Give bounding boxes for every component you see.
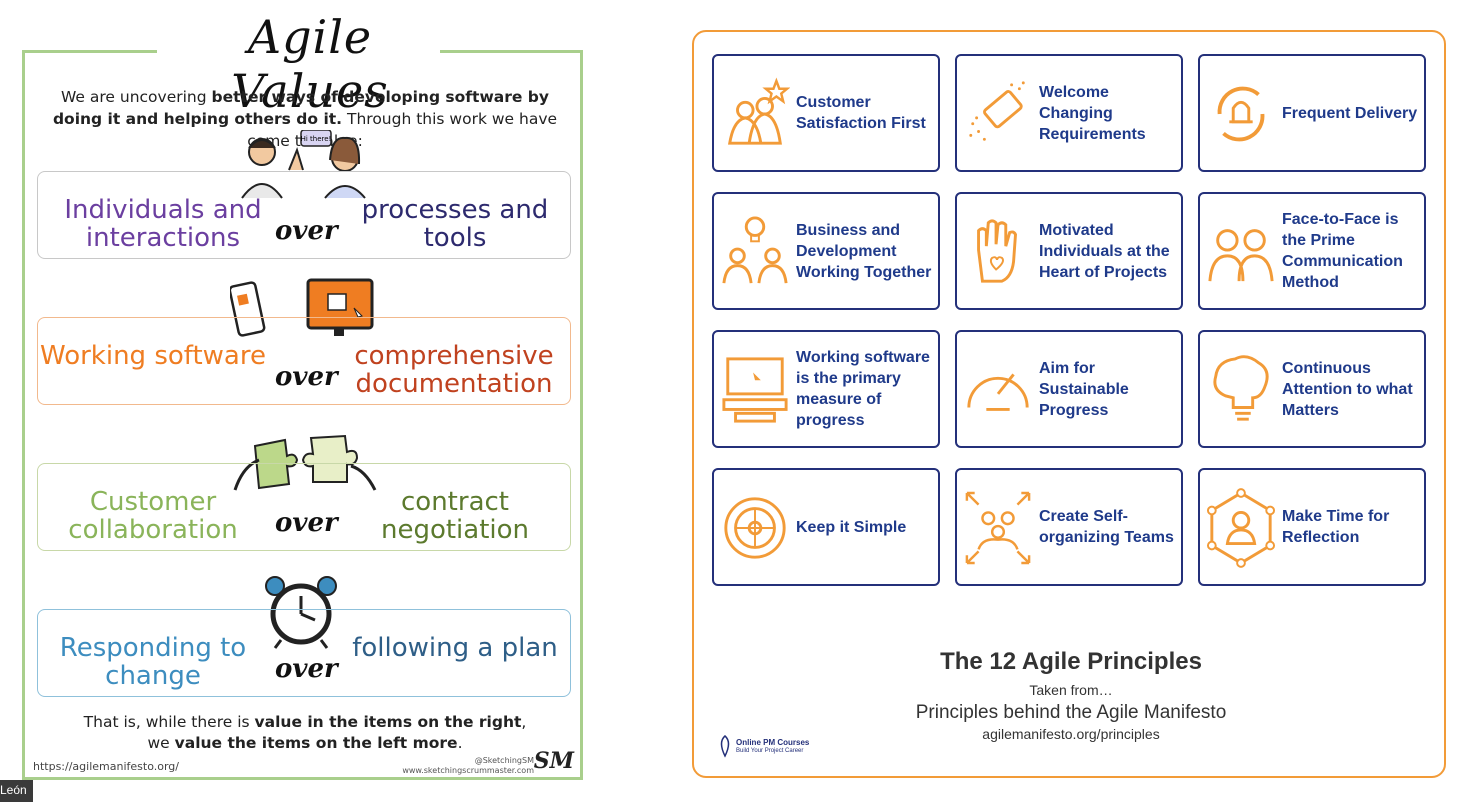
principle-label: Frequent Delivery [1282, 104, 1418, 122]
principle-card: Make Time for Reflection [1198, 468, 1426, 586]
participant-name-tag: León [0, 780, 33, 802]
value-right-label: processes and tools [361, 195, 549, 253]
principle-card: Frequent Delivery [1198, 54, 1426, 172]
phone-monitor-illustration [230, 278, 374, 337]
conclusion-part4: . [457, 734, 463, 752]
footer-url: https://agilemanifesto.org/ [33, 760, 179, 773]
value-responding-over-plan: Responding to change over following a pl… [37, 609, 571, 697]
people-star-icon [720, 74, 791, 154]
hand-heart-icon [963, 212, 1033, 292]
value-left-label: Working software [40, 341, 266, 371]
principles-source: Principles behind the Agile Manifesto [915, 702, 1227, 723]
credit-handle: @SketchingSM [474, 756, 534, 765]
principle-card: Face-to-Face is the Prime Communication … [1198, 192, 1426, 310]
credit: @SketchingSM www.sketchingscrummaster.co… [402, 756, 534, 776]
svg-text:Hi there!: Hi there! [301, 135, 332, 143]
value-working-over-documentation: Working software over comprehensive docu… [37, 317, 571, 405]
sketching-sm-logo: SM [529, 748, 574, 780]
intro-part1: We are uncovering [61, 88, 212, 106]
alarm-clock-illustration [265, 576, 337, 649]
conclusion-bold2: value the items on the left more [174, 734, 458, 752]
conclusion-part2: , [521, 713, 527, 731]
wheel-icon [720, 488, 790, 568]
agile-values-poster: Agile Values We are uncovering better wa… [22, 10, 583, 780]
puzzle-hands-illustration [233, 434, 377, 491]
principle-label: Keep it Simple [796, 518, 907, 536]
principles-subtitle: Taken from… [1029, 682, 1113, 698]
principle-card: Motivated Individuals at the Heart of Pr… [955, 192, 1183, 310]
value-left-label: Individuals and interactions [64, 195, 262, 253]
poster-border-top-right [440, 50, 583, 53]
value-right-label: comprehensive documentation [354, 341, 554, 399]
brain-bulb-icon [1206, 350, 1276, 430]
principle-card: Continuous Attention to what Matters [1198, 330, 1426, 448]
bell-cycle-icon [1206, 74, 1276, 154]
principle-card: Keep it Simple [712, 468, 940, 586]
value-left-label: Customer collaboration [68, 487, 238, 545]
value-individuals-over-processes: Individuals and interactions over proces… [37, 171, 571, 259]
over-label: over [275, 362, 338, 392]
opm-tagline: Build Your Project Career [736, 748, 804, 754]
principle-label: Make Time for Reflection [1282, 508, 1390, 546]
principle-label: Business and Development Working Togethe… [796, 221, 932, 281]
principles-url: agilemanifesto.org/principles [982, 726, 1160, 742]
over-label: over [275, 654, 338, 684]
lightbulb-people-icon [720, 212, 790, 292]
value-left-label: Responding to change [59, 633, 247, 691]
opm-name: Online PM Courses [736, 738, 810, 747]
poster-title: Agile Values [231, 10, 389, 118]
principle-label: Motivated Individuals at the Heart of Pr… [1039, 221, 1170, 281]
team-arrows-icon [963, 488, 1033, 568]
conclusion-bold1: value in the items on the right [254, 713, 522, 731]
principle-label: Welcome Changing Requirements [1039, 83, 1146, 143]
intro-bold: better ways of developing software by do… [52, 88, 549, 128]
credit-site: www.sketchingscrummaster.com [402, 766, 534, 775]
value-right-label: following a plan [352, 633, 558, 663]
agile-principles-poster: Customer Satisfaction First Welcome Chang… [692, 30, 1446, 778]
conclusion-part3: we [147, 734, 175, 752]
principle-card: Working software is the primary measure … [712, 330, 940, 448]
principle-card: Aim for Sustainable Progress [955, 330, 1183, 448]
principle-label: Working software is the primary measure … [796, 349, 930, 429]
logo-text: SM [533, 748, 574, 774]
principle-label: Customer Satisfaction First [796, 94, 926, 132]
computer-icon [720, 350, 790, 430]
principle-label: Continuous Attention to what Matters [1282, 359, 1413, 419]
value-right-label: contract negotiation [380, 487, 530, 545]
conclusion-text: That is, while there is value in the ite… [45, 712, 565, 754]
principles-title: The 12 Agile Principles [940, 648, 1202, 675]
eraser-icon [963, 74, 1033, 154]
two-people-icon [1206, 212, 1276, 292]
value-collaboration-over-negotiation: Customer collaboration over contract neg… [37, 463, 571, 551]
opm-logo-icon [720, 735, 730, 758]
conclusion-part1: That is, while there is [83, 713, 255, 731]
over-label: over [275, 508, 338, 538]
people-waving-illustration: Hi there! [241, 130, 366, 199]
poster-border-top-left [22, 50, 157, 53]
over-label: over [275, 216, 338, 246]
principle-label: Aim for Sustainable Progress [1039, 359, 1129, 419]
principle-card: Customer Satisfaction First [712, 54, 940, 172]
principle-label: Face-to-Face is the Prime Communication … [1282, 211, 1403, 291]
principle-card: Welcome Changing Requirements [955, 54, 1183, 172]
principle-card: Business and Development Working Togethe… [712, 192, 940, 310]
principle-card: Create Self-organizing Teams [955, 468, 1183, 586]
principle-label: Create Self-organizing Teams [1039, 508, 1174, 546]
speedometer-icon [963, 350, 1033, 430]
person-hexagon-icon [1206, 488, 1276, 568]
online-pm-courses-logo: Online PM Courses Build Your Project Car… [716, 734, 826, 760]
